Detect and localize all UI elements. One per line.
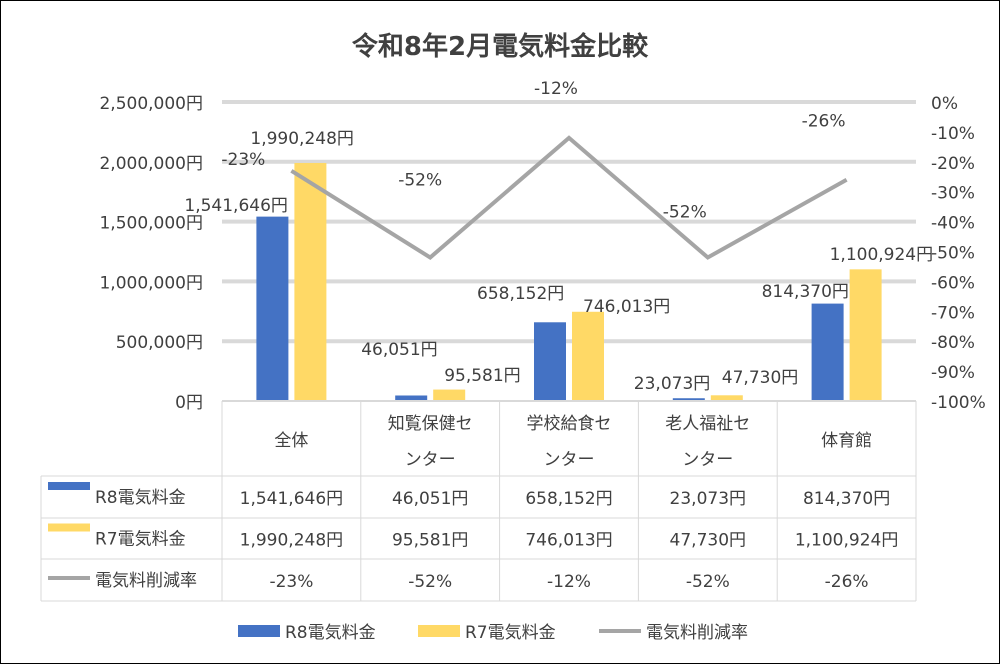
bar-r8 <box>256 216 289 401</box>
category-label: 知覧保健セ <box>388 414 473 434</box>
legend-entry: 電気料削減率 <box>646 623 748 643</box>
legend-entry: R7電気料金 <box>465 623 556 643</box>
table-row-header: R8電気料金 <box>95 488 186 508</box>
table-cell: 1,990,248円 <box>240 531 344 551</box>
bar-data-label: 1,100,924円 <box>830 245 934 265</box>
left-axis-tick: 2,000,000円 <box>99 154 203 174</box>
right-axis-tick: -50% <box>931 244 975 264</box>
bar-data-label: 746,013円 <box>583 297 670 317</box>
left-axis-tick: 500,000円 <box>116 333 203 353</box>
table-cell: 814,370円 <box>803 489 890 509</box>
left-axis-tick: 0円 <box>175 393 203 413</box>
right-axis-tick: -80% <box>931 333 975 353</box>
category-label: ンター <box>544 450 595 470</box>
table-cell: 1,541,646円 <box>240 489 344 509</box>
bar-r8 <box>672 398 705 401</box>
table-cell: 46,051円 <box>392 489 468 509</box>
right-axis-tick: -40% <box>931 214 975 234</box>
left-axis-tick: 1,500,000円 <box>99 214 203 234</box>
bar-r7 <box>849 269 882 401</box>
bar-data-label: 95,581円 <box>444 366 520 386</box>
left-axis-tick: 2,500,000円 <box>99 94 203 114</box>
table-cell: -26% <box>825 572 869 592</box>
bar-data-label: 1,541,646円 <box>184 196 288 216</box>
table-row-header: 電気料削減率 <box>95 571 197 591</box>
legend-swatch <box>418 625 460 637</box>
table-row-header: R7電気料金 <box>95 530 186 550</box>
right-axis-tick: -10% <box>931 124 975 144</box>
bar-data-label: 1,990,248円 <box>250 129 354 149</box>
right-axis-tick: -20% <box>931 154 975 174</box>
table-cell: 23,073円 <box>670 489 746 509</box>
bar-data-label: 47,730円 <box>722 368 798 388</box>
line-data-label: -52% <box>663 202 707 222</box>
right-axis-tick: -30% <box>931 184 975 204</box>
category-label: 老人福祉セ <box>665 414 750 434</box>
bar-r7 <box>294 162 327 401</box>
table-cell: -23% <box>269 572 313 592</box>
bar-r7 <box>433 389 466 401</box>
right-axis-tick: -70% <box>931 303 975 323</box>
category-label: 学校給食セ <box>527 414 612 434</box>
right-axis-tick: -90% <box>931 363 975 383</box>
line-data-label: -26% <box>802 112 846 132</box>
bar-data-label: 23,073円 <box>634 374 710 394</box>
bar-r8 <box>811 303 844 401</box>
table-cell: 1,100,924円 <box>795 531 899 551</box>
category-label: 全体 <box>274 431 308 451</box>
bar-data-label: 658,152円 <box>477 284 564 304</box>
bar-r7 <box>572 311 604 401</box>
line-data-label: -23% <box>221 150 265 170</box>
table-cell: 658,152円 <box>525 489 612 509</box>
table-cell: 95,581円 <box>392 531 468 551</box>
table-cell: 746,013円 <box>525 531 612 551</box>
legend-key-1 <box>48 523 90 532</box>
category-label: ンター <box>405 450 456 470</box>
table-cell: 47,730円 <box>670 531 746 551</box>
legend-swatch <box>238 625 280 637</box>
right-axis-tick: 0% <box>931 94 958 114</box>
left-axis-tick: 1,000,000円 <box>99 273 203 293</box>
line-series-rate <box>290 135 848 260</box>
bar-r7 <box>710 395 743 401</box>
chart-title: 令和8年2月電気料金比較 <box>352 31 649 62</box>
line-data-label: -12% <box>534 79 578 99</box>
line-data-label: -52% <box>398 170 442 190</box>
legend-key-0 <box>48 482 90 490</box>
right-axis-tick: -60% <box>931 273 975 293</box>
table-cell: -12% <box>547 572 591 592</box>
bar-r8 <box>534 322 566 401</box>
category-label: 体育館 <box>821 431 872 451</box>
bar-data-label: 46,051円 <box>361 340 437 360</box>
bar-r8 <box>395 395 428 401</box>
category-label: ンター <box>682 450 733 470</box>
table-cell: -52% <box>686 572 730 592</box>
right-axis-tick: -100% <box>931 393 986 413</box>
bar-data-label: 814,370円 <box>762 282 849 302</box>
legend-entry: R8電気料金 <box>285 623 376 643</box>
table-cell: -52% <box>408 572 452 592</box>
